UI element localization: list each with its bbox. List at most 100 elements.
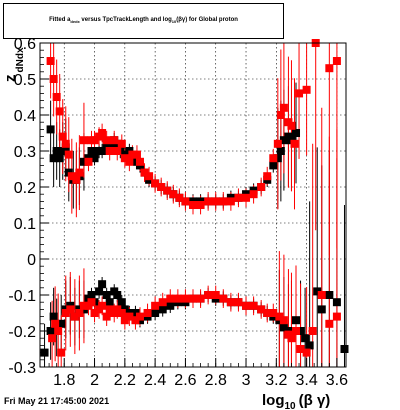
- red-data-point: [75, 309, 84, 317]
- red-data-point: [58, 132, 67, 141]
- red-data-point: [140, 168, 149, 177]
- red-data-point: [257, 305, 266, 314]
- chart-title: Fitted adedx versus TpcTrackLength and l…: [49, 17, 238, 25]
- red-data-point: [204, 291, 213, 299]
- red-data-point: [98, 129, 107, 137]
- black-data-point: [340, 345, 349, 353]
- red-data-point: [249, 190, 258, 199]
- red-data-point: [67, 172, 76, 181]
- red-data-point: [117, 309, 126, 317]
- y-tick-label: 0.3: [14, 144, 36, 161]
- red-data-point: [157, 183, 166, 191]
- red-data-point: [61, 139, 70, 148]
- red-data-point: [257, 183, 266, 191]
- red-data-point: [61, 309, 70, 317]
- red-data-point: [84, 157, 93, 166]
- red-data-point: [90, 136, 99, 145]
- red-data-point: [249, 301, 258, 310]
- red-data-point: [125, 157, 134, 166]
- red-data-point: [302, 85, 311, 94]
- red-data-point: [234, 298, 243, 307]
- red-data-point: [226, 298, 235, 307]
- black-data-point: [117, 298, 126, 307]
- red-data-point: [219, 197, 228, 206]
- black-data-point: [131, 309, 140, 317]
- black-data-point: [105, 298, 114, 307]
- red-data-point: [55, 107, 64, 116]
- red-data-point: [226, 197, 235, 206]
- red-data-point: [102, 136, 111, 145]
- black-data-point: [279, 136, 288, 145]
- red-data-point: [287, 334, 296, 343]
- red-data-point: [49, 75, 58, 83]
- red-data-point: [51, 319, 60, 328]
- red-data-point: [66, 305, 75, 314]
- x-tick-label: 2.8: [205, 372, 227, 389]
- red-data-point: [52, 93, 61, 101]
- black-data-point: [46, 125, 55, 134]
- black-data-point: [57, 319, 66, 328]
- red-data-point: [196, 201, 205, 209]
- red-data-point: [279, 316, 288, 325]
- red-data-point: [113, 305, 122, 314]
- black-data-point: [279, 323, 288, 332]
- y-tick-label: 0.6: [14, 36, 36, 53]
- red-data-point: [263, 172, 272, 181]
- red-data-point: [143, 309, 152, 317]
- red-data-point: [90, 309, 99, 317]
- red-data-point: [128, 150, 137, 159]
- black-data-point: [55, 154, 64, 163]
- red-data-point: [87, 298, 96, 307]
- x-tick-label: 3: [242, 372, 251, 389]
- black-data-point: [158, 305, 167, 314]
- red-data-point: [332, 57, 341, 65]
- data-points: [40, 39, 349, 357]
- red-data-point: [72, 175, 81, 184]
- red-data-point: [105, 147, 114, 155]
- y-tick-label: 0: [27, 252, 36, 269]
- red-data-point: [219, 294, 228, 303]
- red-data-point: [211, 291, 220, 299]
- red-data-point: [105, 305, 114, 314]
- black-data-point: [166, 301, 175, 310]
- black-data-point: [98, 147, 107, 155]
- red-data-point: [263, 309, 272, 317]
- red-data-point: [120, 316, 129, 325]
- red-data-point: [145, 172, 154, 181]
- red-data-point: [269, 154, 278, 163]
- red-data-point: [189, 294, 197, 303]
- black-data-point: [313, 287, 322, 296]
- red-data-point: [290, 139, 299, 148]
- red-data-point: [125, 312, 134, 321]
- red-data-point: [46, 57, 55, 65]
- red-data-point: [189, 201, 197, 209]
- black-data-point: [325, 291, 334, 299]
- red-data-point: [275, 312, 284, 321]
- black-data-point: [46, 327, 55, 335]
- date-stamp: Fri May 21 17:45:00 2021: [4, 396, 110, 406]
- y-tick-label: 0.2: [14, 180, 36, 197]
- y-axis-title: zdNdx: [2, 47, 26, 82]
- red-data-point: [166, 294, 175, 303]
- axis-ticks: [40, 42, 345, 368]
- x-tick-label: 2.2: [114, 372, 136, 389]
- chart-title-box: Fitted adedx versus TpcTrackLength and l…: [3, 3, 284, 39]
- red-data-point: [325, 64, 334, 73]
- black-data-point: [301, 334, 310, 343]
- black-data-point: [49, 154, 58, 163]
- black-data-point: [296, 327, 305, 335]
- red-data-point: [98, 301, 107, 310]
- red-data-point: [151, 301, 160, 310]
- x-tick-label: 3.6: [326, 372, 348, 389]
- red-data-point: [308, 327, 317, 335]
- red-data-point: [132, 150, 141, 159]
- tick-labels: 1.8 2 2.2 2.4 2.6 2.8 3 3.2 3.4 3.6 -0.3 -0.2 -0.1 0 0…: [8, 36, 348, 389]
- red-data-point: [79, 136, 88, 145]
- black-data-point: [305, 341, 314, 350]
- y-tick-label: -0.2: [8, 324, 36, 341]
- black-data-point: [113, 291, 122, 299]
- red-data-point: [64, 150, 73, 159]
- black-data-point: [273, 154, 282, 163]
- red-data-point: [173, 294, 182, 303]
